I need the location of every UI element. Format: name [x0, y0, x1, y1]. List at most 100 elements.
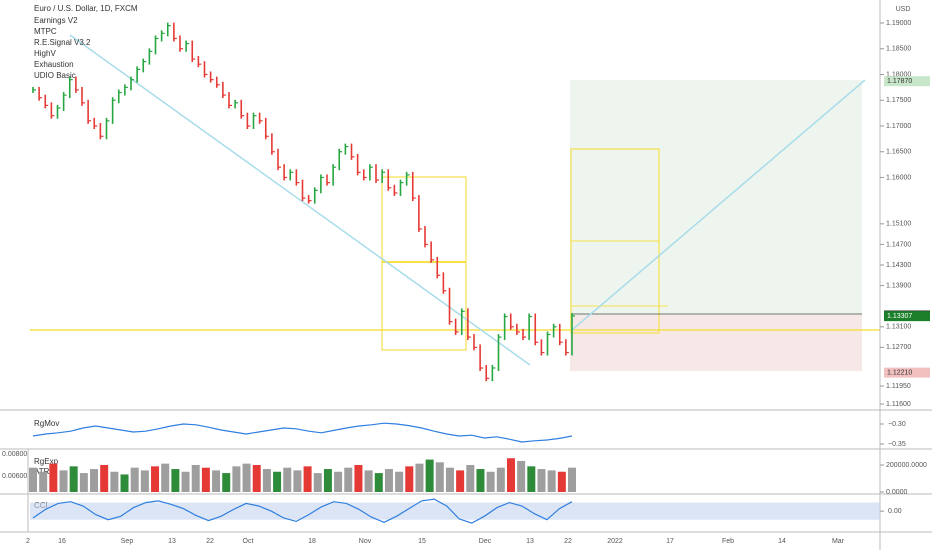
indicator-label: Exhaustion	[34, 60, 74, 69]
histogram-bar	[364, 470, 373, 492]
x-tick-label: 22	[564, 538, 572, 545]
indicator-label: MTPC	[34, 27, 57, 36]
y-tick-label: 1.15100	[886, 221, 911, 228]
histogram-bar	[140, 470, 149, 492]
histogram-bar	[110, 471, 119, 492]
histogram-bar	[374, 473, 383, 492]
indicator-label: UDIO Basic	[34, 71, 76, 80]
indicator-label: Earnings V2	[34, 16, 78, 25]
y-tick-label: 0.00	[888, 508, 902, 515]
histogram-bar	[568, 467, 576, 492]
histogram-bar	[130, 467, 139, 492]
y-tick-label: 1.12700	[886, 344, 911, 351]
chart-title: Euro / U.S. Dollar, 1D, FXCM	[34, 4, 138, 13]
histogram-bar	[323, 469, 332, 492]
histogram-bar	[476, 469, 485, 492]
histogram-bar	[232, 466, 241, 492]
histogram-bar	[466, 464, 475, 492]
histogram-bar	[100, 464, 109, 492]
y-tick-label: 1.13900	[886, 282, 911, 289]
trend-arrow	[69, 34, 531, 366]
x-tick-label: Nov	[359, 538, 372, 545]
y-tick-label: −0.35	[888, 441, 906, 448]
price-tag	[884, 311, 930, 322]
x-tick-label: 15	[418, 538, 426, 545]
indicator-label: HighV	[34, 49, 56, 58]
histogram-bar	[252, 464, 261, 492]
x-tick-label: Oct	[243, 538, 254, 545]
histogram-bar	[344, 467, 353, 492]
histogram-bar	[517, 460, 526, 492]
indicator-line	[32, 422, 573, 443]
histogram-bar	[151, 466, 160, 492]
histogram-bar	[384, 469, 393, 492]
x-tick-label: 14	[778, 538, 786, 545]
x-tick-label: Dec	[479, 538, 492, 545]
y-tick-label: 1.11600	[886, 401, 911, 408]
zone	[570, 80, 862, 315]
pane-title: RgMov	[34, 419, 59, 428]
histogram-bar	[120, 474, 129, 492]
histogram-bar	[201, 467, 210, 492]
y-tick-label: 1.16500	[886, 149, 911, 156]
histogram-bar	[313, 473, 322, 492]
currency: USD	[896, 6, 911, 13]
histogram-bar	[212, 470, 221, 492]
x-tick-label: 13	[526, 538, 534, 545]
histogram-bar	[425, 459, 434, 492]
histogram-bar	[445, 467, 454, 492]
histogram-bar	[527, 466, 536, 492]
y-tick-label: 1.18500	[886, 46, 911, 53]
histogram-bar	[354, 464, 363, 492]
left-tick-label: 0.00800	[2, 451, 27, 458]
histogram-bar	[557, 471, 566, 492]
histogram-bar	[191, 464, 200, 492]
y-tick-label: 200000.0000	[886, 462, 927, 469]
box	[381, 176, 467, 351]
x-tick-label: Feb	[722, 538, 734, 545]
y-tick-label: 1.13100	[886, 324, 911, 331]
histogram-bar	[39, 471, 48, 492]
histogram-bar	[334, 471, 343, 492]
histogram-bar	[59, 470, 68, 492]
histogram-bar	[456, 470, 465, 492]
histogram-bar	[181, 471, 190, 492]
histogram-bar	[283, 467, 292, 492]
histogram-bar	[49, 463, 58, 492]
histogram-bar	[547, 470, 556, 492]
zone	[570, 315, 862, 371]
x-tick-label: 2022	[607, 538, 623, 545]
indicator-line	[32, 498, 573, 524]
x-tick-label: 2	[26, 538, 30, 545]
histogram-bar	[293, 470, 302, 492]
pane-title: RgExp	[34, 457, 59, 466]
histogram-bar	[537, 469, 546, 492]
histogram-bar	[161, 463, 170, 492]
y-tick-label: 0.0000	[886, 489, 908, 496]
y-tick-label: 1.19000	[886, 20, 911, 27]
histogram-bar	[496, 467, 505, 492]
y-tick-label: −0.30	[888, 421, 906, 428]
price-tag	[884, 76, 930, 87]
pane-subtitle: ATR	[34, 467, 50, 476]
histogram-bar	[415, 463, 424, 492]
y-tick-label: 1.18000	[886, 71, 911, 78]
histogram-bar	[29, 467, 37, 492]
histogram-bar	[262, 469, 271, 492]
price-tag-label: 1.12210	[887, 369, 912, 376]
trend-arrow	[571, 79, 866, 331]
indicator-label: R.E.Signal V3.2	[34, 38, 91, 47]
price-tag	[884, 367, 930, 378]
cci-band	[30, 502, 880, 520]
y-tick-label: 1.11950	[886, 383, 911, 390]
x-tick-label: 17	[666, 538, 674, 545]
price-tag-label: 1.17870	[887, 78, 912, 85]
y-tick-label: 1.17000	[886, 123, 911, 130]
price-tag-label: 1.13307	[887, 313, 912, 320]
histogram-bar	[79, 473, 88, 492]
histogram-bar	[405, 466, 414, 492]
x-tick-label: Sep	[121, 538, 134, 545]
y-tick-label: 1.14300	[886, 262, 911, 269]
x-tick-label: 13	[168, 538, 176, 545]
